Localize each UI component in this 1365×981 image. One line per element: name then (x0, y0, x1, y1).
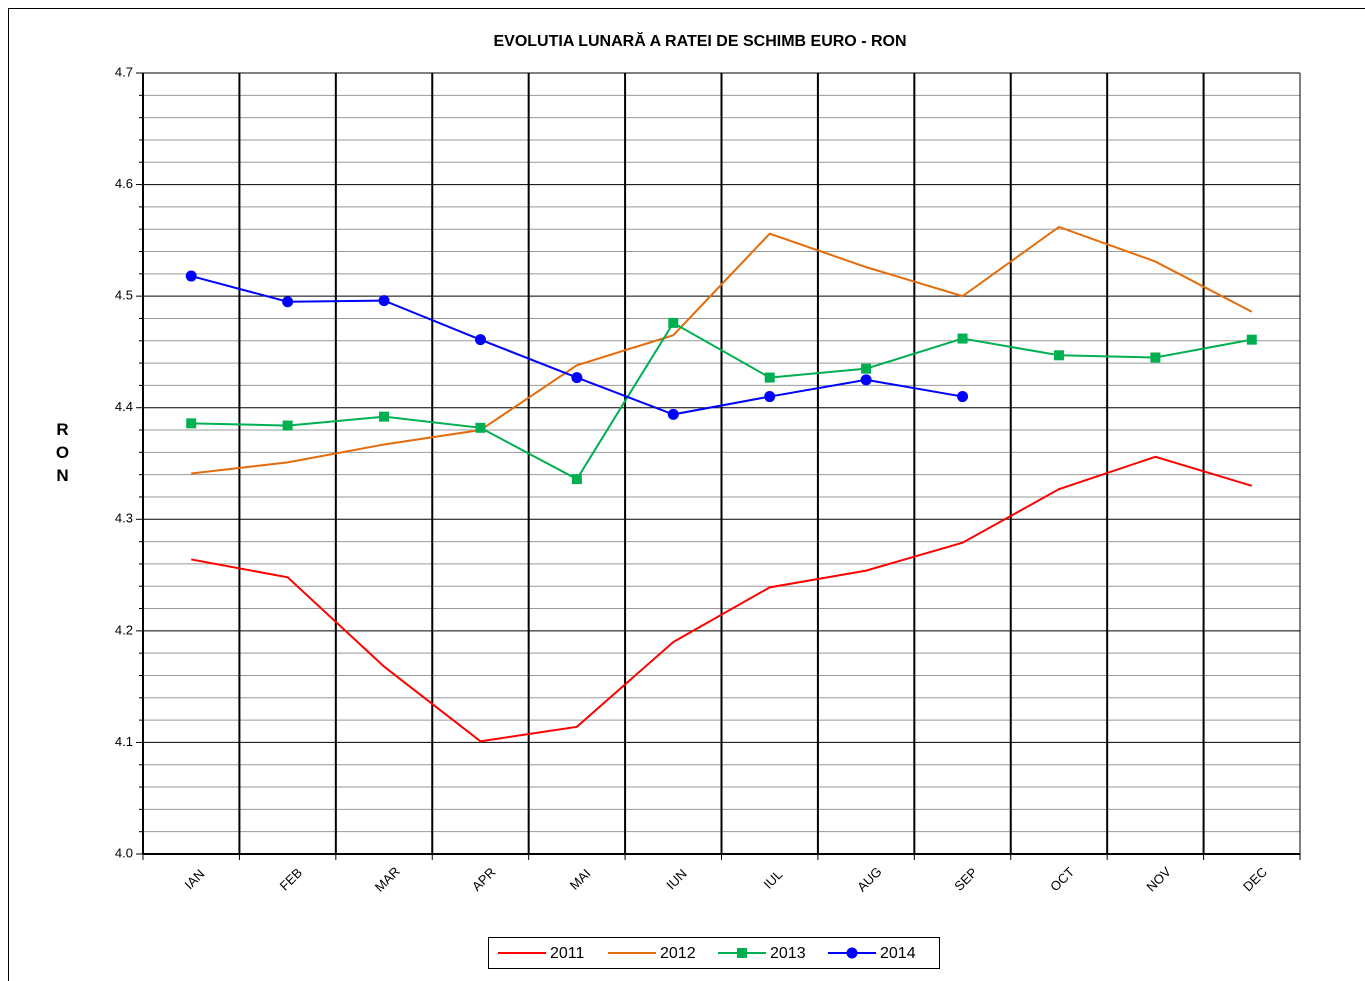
data-point (379, 411, 390, 422)
data-point (1150, 352, 1161, 363)
data-point (1246, 334, 1257, 345)
y-tick-label: 4.4 (115, 399, 133, 414)
data-point (474, 334, 486, 346)
data-point (571, 372, 583, 384)
legend-marker (846, 947, 858, 959)
data-point (764, 391, 776, 403)
x-tick-label: SEP (951, 865, 980, 894)
x-tick-label: NOV (1143, 864, 1174, 895)
x-tick-label: IUN (663, 866, 689, 892)
chart-title: EVOLUTIA LUNARĂ A RATEI DE SCHIMB EURO -… (493, 31, 906, 50)
data-point (861, 363, 872, 374)
y-axis-label: RON (53, 420, 72, 489)
x-tick-label: FEB (277, 865, 305, 893)
x-tick-label: MAR (372, 864, 403, 895)
data-point (186, 418, 197, 429)
data-point (957, 391, 969, 403)
y-tick-label: 4.7 (115, 64, 133, 79)
y-tick-label: 4.1 (115, 734, 133, 749)
x-tick-label: OCT (1047, 864, 1077, 894)
data-point (764, 372, 775, 383)
data-point (282, 296, 294, 308)
y-tick-label: 4.5 (115, 288, 133, 303)
data-point (957, 333, 968, 344)
x-tick-label: AUG (854, 864, 885, 895)
data-point (282, 420, 293, 431)
y-tick-label: 4.3 (115, 511, 133, 526)
x-tick-label: IUL (760, 867, 785, 892)
legend-label: 2013 (770, 945, 806, 962)
legend-label: 2011 (550, 945, 585, 962)
legend-label: 2014 (880, 945, 916, 962)
x-tick-label: MAI (567, 866, 594, 893)
data-point (860, 374, 872, 386)
series-line (191, 321, 1252, 481)
data-point (571, 474, 582, 485)
data-point (378, 295, 390, 307)
data-point (185, 270, 197, 282)
series-line (191, 225, 1253, 475)
y-tick-label: 4.2 (115, 622, 133, 637)
legend-label: 2012 (660, 945, 696, 962)
data-point (667, 408, 679, 420)
data-point (1053, 350, 1064, 361)
y-tick-label: 4.0 (115, 845, 133, 860)
chart-border (8, 8, 1365, 981)
legend-marker (737, 948, 747, 958)
x-tick-label: APR (469, 864, 499, 894)
x-tick-label: IAN (181, 866, 207, 892)
x-tick-label: DEC (1240, 864, 1270, 894)
series-line (191, 455, 1253, 743)
data-point (668, 317, 679, 328)
data-point (475, 422, 486, 433)
series-line (190, 275, 963, 416)
y-tick-label: 4.6 (115, 176, 133, 191)
